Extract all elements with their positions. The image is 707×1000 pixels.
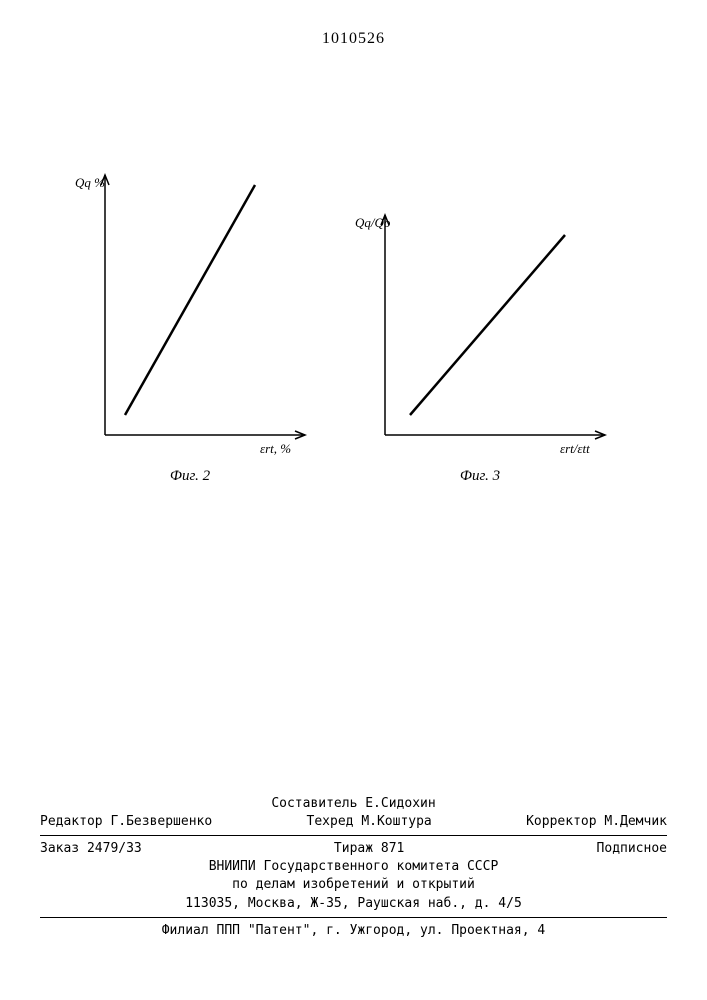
chart1-container: Qq % εrt, % Фиг. 2 <box>70 170 310 485</box>
org-line2: по делам изобретений и открытий <box>40 876 667 894</box>
svg-text:Qq/Qo: Qq/Qo <box>355 215 391 230</box>
chart2-caption: Фиг. 3 <box>460 468 500 485</box>
techred: Техред М.Коштура <box>307 813 432 831</box>
order-row: Заказ 2479/33 Тираж 871 Подписное <box>40 840 667 858</box>
chart2-container: Qq/Qo εrt/εtt Фиг. 3 <box>350 210 610 485</box>
divider1 <box>40 835 667 836</box>
order: Заказ 2479/33 <box>40 840 142 858</box>
svg-text:εrt/εtt: εrt/εtt <box>560 441 590 456</box>
chart1-caption: Фиг. 2 <box>170 468 210 485</box>
editor: Редактор Г.Безвершенко <box>40 813 212 831</box>
footer-block: Составитель Е.Сидохин Редактор Г.Безверш… <box>40 795 667 940</box>
org-line1: ВНИИПИ Государственного комитета СССР <box>40 858 667 876</box>
charts-row: Qq % εrt, % Фиг. 2 Qq/Qo εrt/εtt Фиг. 3 <box>70 170 610 485</box>
corrector: Корректор М.Демчик <box>526 813 667 831</box>
compiler-line: Составитель Е.Сидохин <box>40 795 667 813</box>
subscription: Подписное <box>597 840 667 858</box>
credits-row: Редактор Г.Безвершенко Техред М.Коштура … <box>40 813 667 831</box>
svg-text:εrt, %: εrt, % <box>260 441 291 456</box>
page-number: 1010526 <box>0 30 707 48</box>
branch: Филиал ППП "Патент", г. Ужгород, ул. Про… <box>40 922 667 940</box>
divider2 <box>40 917 667 918</box>
svg-text:Qq %: Qq % <box>75 175 105 190</box>
chart1: Qq % εrt, % <box>70 170 310 460</box>
tirazh: Тираж 871 <box>334 840 404 858</box>
chart2: Qq/Qo εrt/εtt <box>350 210 610 460</box>
address: 113035, Москва, Ж-35, Раушская наб., д. … <box>40 895 667 913</box>
